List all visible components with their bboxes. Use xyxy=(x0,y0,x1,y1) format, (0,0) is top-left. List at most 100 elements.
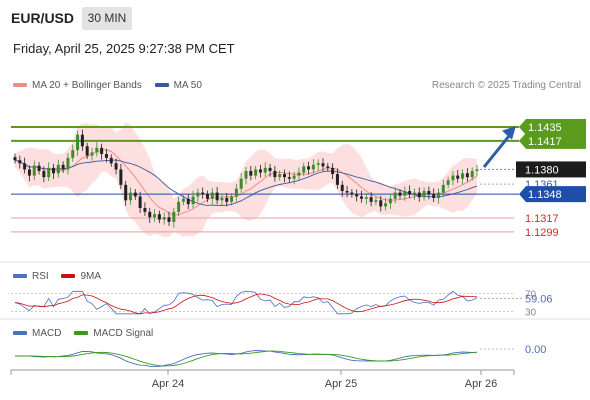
candle-body xyxy=(321,163,325,167)
candle-body xyxy=(475,169,479,171)
candle-body xyxy=(326,166,330,168)
resistance-tag-1-1435 xyxy=(519,119,586,135)
candle-body xyxy=(244,170,248,179)
rsi-level-label-30: 30 xyxy=(525,308,537,319)
legend-swatch-ma50 xyxy=(154,83,169,88)
candle-body xyxy=(364,197,368,199)
forecast-arrow xyxy=(482,125,516,169)
rsi-level-label-70: 70 xyxy=(525,290,537,301)
pivot-label: 1.1348 xyxy=(528,189,562,201)
pivot-tag xyxy=(519,186,586,203)
candle-body xyxy=(85,146,89,156)
candle-body xyxy=(384,203,388,207)
candle-body xyxy=(138,196,142,208)
candle-body xyxy=(109,157,113,164)
candle-body xyxy=(340,184,344,192)
resistance-label-1-1417: 1.1417 xyxy=(528,136,562,148)
candle-body xyxy=(355,194,359,197)
macd-pane: 0.00 xyxy=(15,344,546,368)
candle-body xyxy=(80,134,84,147)
candle-body xyxy=(268,167,272,171)
candle-body xyxy=(461,173,465,179)
last-price-label: 1.1380 xyxy=(525,164,559,176)
candle-body xyxy=(32,165,36,176)
candle-body xyxy=(76,134,80,151)
rsi-legend: RSI 9MA xyxy=(13,271,101,282)
candle-body xyxy=(316,163,320,165)
candle-body xyxy=(263,167,267,173)
candle-body xyxy=(331,167,335,175)
candle-body xyxy=(129,192,132,201)
legend-swatch-macd-signal xyxy=(74,331,89,336)
candle-body xyxy=(412,192,416,195)
candle-body xyxy=(470,170,474,178)
candle-body xyxy=(379,200,383,207)
candle-body xyxy=(249,170,253,176)
candle-body xyxy=(393,192,397,199)
x-tick-label: Apr 26 xyxy=(465,378,497,390)
last-price-tag xyxy=(516,161,586,178)
credit-label: Research © 2025 Trading Central xyxy=(431,80,581,91)
candle-body xyxy=(369,197,373,202)
legend-item-ma20: MA 20 + Bollinger Bands xyxy=(13,80,142,91)
candle-body xyxy=(201,192,205,195)
candle-body xyxy=(287,177,291,179)
candle-body xyxy=(18,160,22,164)
candle-body xyxy=(441,184,445,193)
candle-body xyxy=(157,214,161,220)
datetime-label: Friday, April 25, 2025 9:27:38 PM CET xyxy=(13,41,235,56)
candle-body xyxy=(162,217,166,220)
candle-body xyxy=(119,169,123,185)
x-axis: Apr 24 Apr 25 Apr 26 xyxy=(10,370,515,390)
legend-label-macd: MACD xyxy=(32,328,62,339)
candle-body xyxy=(143,208,147,212)
candle-body xyxy=(220,197,224,201)
candle-body xyxy=(23,163,27,170)
candle-body xyxy=(177,201,181,212)
candle-body xyxy=(52,167,55,174)
legend-swatch-9ma xyxy=(61,274,76,279)
candle-body xyxy=(210,192,214,199)
rsi-ma-line xyxy=(14,293,478,315)
price-levels: 1.14351.14171.13801.13611.13481.13171.12… xyxy=(11,119,586,239)
legend-item-macd: MACD xyxy=(13,328,61,339)
candle-body xyxy=(258,169,262,173)
candle-body xyxy=(124,184,128,201)
candle-body xyxy=(297,172,301,176)
legend-label-9ma: 9MA xyxy=(80,271,102,282)
candle-body xyxy=(335,174,339,185)
candle-body xyxy=(254,169,258,176)
candle-body xyxy=(408,191,412,195)
candle-body xyxy=(153,214,157,218)
candle-body xyxy=(311,164,315,170)
macd-value-label: 0.00 xyxy=(525,344,546,356)
resistance-tag-1-1417 xyxy=(519,132,586,149)
candle-body xyxy=(61,164,65,170)
legend-label-ma50: MA 50 xyxy=(173,80,202,91)
candle-body xyxy=(186,198,190,205)
candle-body xyxy=(90,152,94,156)
legend-item-ma50: MA 50 xyxy=(154,80,202,91)
candle-body xyxy=(234,188,238,197)
candle-body xyxy=(230,196,234,202)
macd-signal-line xyxy=(15,350,478,367)
candle-body xyxy=(403,191,407,196)
macd-line xyxy=(15,350,478,368)
candle-body xyxy=(360,196,363,199)
support-label-1-1317: 1.1317 xyxy=(525,213,559,225)
timeframe-badge[interactable]: 30 MIN xyxy=(82,7,132,30)
candle-body xyxy=(104,154,108,158)
candle-body xyxy=(446,180,450,185)
candle-body xyxy=(417,192,421,198)
candle-body xyxy=(292,175,296,179)
x-tick-label: Apr 25 xyxy=(325,378,357,390)
legend-label-macd-signal: MACD Signal xyxy=(93,328,154,339)
candle-body xyxy=(451,175,455,181)
candle-body xyxy=(432,194,436,198)
candle-body xyxy=(133,192,137,197)
candle-body xyxy=(47,167,51,178)
legend-item-9ma: 9MA xyxy=(61,271,101,282)
candle-body xyxy=(95,147,99,153)
candle-body xyxy=(167,217,171,222)
